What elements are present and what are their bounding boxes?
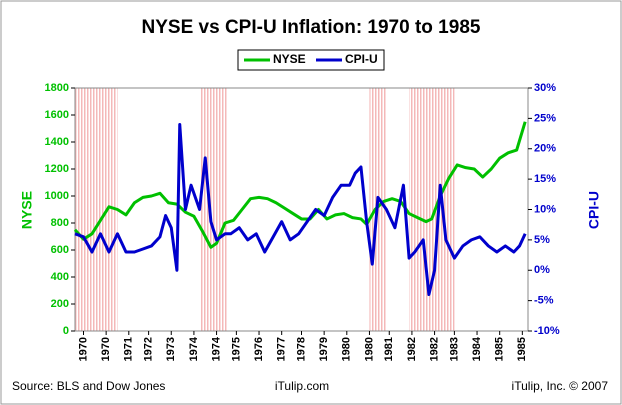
chart-title: NYSE vs CPI-U Inflation: 1970 to 1985 bbox=[142, 17, 481, 38]
x-tick-label: 1977 bbox=[276, 337, 288, 361]
legend-box bbox=[237, 49, 385, 71]
y-tick-label: 600 bbox=[51, 244, 69, 256]
x-tick-label: 1974 bbox=[188, 336, 200, 361]
y2-tick-label: 5% bbox=[534, 234, 550, 246]
x-tick-label: 1985 bbox=[494, 337, 506, 361]
source-note: Source: BLS and Dow Jones bbox=[12, 379, 165, 393]
legend-label: CPI-U bbox=[345, 52, 378, 66]
y2-tick-label: 30% bbox=[534, 82, 556, 94]
y-tick-label: 400 bbox=[51, 271, 69, 283]
y2-tick-label: 20% bbox=[534, 143, 556, 155]
x-tick-label: 1980 bbox=[363, 337, 375, 361]
x-tick-label: 1974 bbox=[210, 336, 222, 361]
y-tick-label: 1600 bbox=[45, 109, 69, 121]
y-tick-label: 1800 bbox=[45, 82, 69, 94]
x-tick-label: 1982 bbox=[428, 337, 440, 361]
y-tick-label: 200 bbox=[51, 298, 69, 310]
y2-tick-label: 10% bbox=[534, 203, 556, 215]
y2-tick-label: 25% bbox=[534, 112, 556, 124]
x-tick-label: 1980 bbox=[341, 337, 353, 361]
x-tick-label: 1979 bbox=[318, 337, 330, 361]
x-tick-label: 1978 bbox=[295, 337, 307, 361]
x-tick-label: 1970 bbox=[100, 337, 112, 361]
y-tick-label: 1400 bbox=[45, 136, 69, 148]
y2-axis-title: CPI-U bbox=[586, 191, 602, 229]
site-note: iTulip.com bbox=[275, 379, 329, 393]
y-tick-label: 1000 bbox=[45, 190, 69, 202]
x-tick-label: 1972 bbox=[143, 337, 155, 361]
x-tick-label: 1971 bbox=[123, 337, 135, 361]
y-tick-label: 1200 bbox=[45, 163, 69, 175]
series-line bbox=[73, 121, 527, 249]
x-tick-label: 1970 bbox=[77, 337, 89, 361]
y-axis-title: NYSE bbox=[19, 191, 35, 229]
series-line bbox=[74, 122, 527, 297]
x-tick-label: 1983 bbox=[448, 337, 460, 361]
recession-band bbox=[409, 88, 455, 331]
y2-tick-label: 0% bbox=[534, 264, 550, 276]
x-tick-label: 1985 bbox=[516, 337, 528, 361]
x-tick-label: 1984 bbox=[471, 336, 483, 361]
x-tick-label: 1981 bbox=[383, 337, 395, 361]
y2-tick-label: -5% bbox=[534, 295, 554, 307]
recession-band bbox=[199, 88, 228, 331]
y-tick-label: 0 bbox=[63, 325, 69, 337]
x-tick-label: 1973 bbox=[165, 337, 177, 361]
legend-label: NYSE bbox=[273, 52, 306, 66]
x-tick-label: 1976 bbox=[253, 337, 265, 361]
copyright-note: iTulip, Inc. © 2007 bbox=[512, 379, 609, 393]
recession-band bbox=[75, 88, 118, 331]
y2-tick-label: -10% bbox=[534, 325, 560, 337]
y2-tick-label: 15% bbox=[534, 173, 556, 185]
x-tick-label: 1975 bbox=[230, 337, 242, 361]
x-tick-label: 1982 bbox=[406, 337, 418, 361]
y-tick-label: 800 bbox=[51, 217, 69, 229]
